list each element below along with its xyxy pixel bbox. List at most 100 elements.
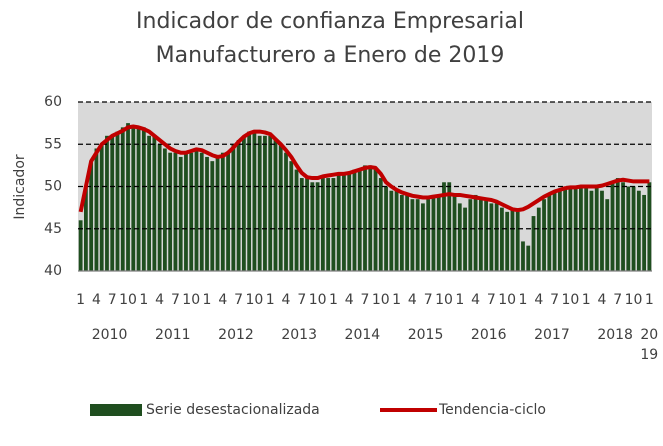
bar	[226, 152, 230, 271]
bar	[184, 152, 188, 271]
x-tick-label: 7	[487, 292, 496, 308]
bar	[421, 203, 425, 271]
x-tick-label: 7	[361, 292, 370, 308]
bar	[647, 182, 652, 271]
bar	[447, 182, 452, 271]
chart-title: Indicador de confianza Empresarial	[136, 9, 524, 34]
bar	[231, 144, 236, 271]
bar	[500, 207, 504, 271]
bar	[394, 190, 399, 271]
x-tick-label: 4	[534, 292, 543, 308]
bar	[299, 178, 304, 271]
year-label: 2016	[471, 327, 507, 343]
x-tick-label: 1	[519, 292, 528, 308]
legend-swatch	[90, 404, 142, 416]
bar	[610, 182, 615, 271]
bar	[257, 135, 262, 271]
bar	[120, 127, 125, 271]
bar	[247, 131, 252, 271]
bar	[552, 190, 557, 271]
bar	[178, 156, 183, 271]
bar	[252, 131, 257, 271]
x-tick-label: 1	[139, 292, 148, 308]
x-tick-label: 4	[92, 292, 101, 308]
bar	[536, 207, 541, 271]
x-tick-label: 7	[297, 292, 306, 308]
year-label: 2014	[345, 327, 381, 343]
year-label: 2017	[534, 327, 570, 343]
bar	[89, 161, 94, 271]
y-tick-label: 40	[44, 263, 62, 279]
bar	[478, 199, 483, 271]
bar	[505, 211, 510, 271]
x-tick-label: 4	[345, 292, 354, 308]
bar	[105, 135, 109, 271]
x-tick-label: 4	[598, 292, 607, 308]
y-tick-label: 50	[44, 179, 62, 195]
bar	[115, 131, 120, 271]
x-tick-label: 7	[234, 292, 243, 308]
x-tick-label: 7	[424, 292, 433, 308]
bar	[389, 190, 394, 271]
bar	[99, 144, 104, 271]
bar	[78, 220, 83, 271]
x-tick-label: 7	[613, 292, 622, 308]
bar	[305, 178, 309, 271]
x-tick-label: 4	[282, 292, 291, 308]
bar	[320, 178, 325, 271]
bar	[347, 173, 352, 271]
bar	[310, 182, 315, 271]
x-tick-label: 4	[471, 292, 480, 308]
bar	[621, 182, 625, 271]
bar	[326, 178, 331, 271]
x-tick-label: 10	[498, 292, 516, 308]
y-tick-label: 45	[44, 221, 62, 237]
bar	[189, 152, 194, 271]
bar	[168, 152, 173, 271]
bar	[173, 152, 178, 271]
bar	[336, 173, 341, 271]
bar	[363, 165, 367, 271]
x-tick-label: 10	[182, 292, 200, 308]
bar	[457, 203, 462, 271]
bar	[626, 186, 631, 271]
bar	[147, 135, 151, 271]
bar	[426, 199, 431, 271]
bar	[162, 148, 167, 271]
bar	[352, 169, 357, 271]
bar	[542, 199, 546, 271]
bar	[510, 207, 515, 271]
bar	[126, 123, 130, 271]
bar	[294, 169, 299, 271]
bar	[141, 127, 146, 271]
x-tick-label: 10	[625, 292, 643, 308]
bar	[484, 199, 489, 271]
bar	[268, 135, 273, 271]
bar	[399, 194, 404, 271]
bar	[84, 186, 88, 271]
bar	[636, 190, 641, 271]
bar	[152, 135, 157, 271]
bar	[579, 186, 583, 271]
bar	[210, 161, 215, 271]
x-tick-label: 1	[645, 292, 654, 308]
bar	[468, 199, 473, 271]
bar	[431, 194, 436, 271]
x-tick-label: 4	[155, 292, 164, 308]
year-label: 2018	[597, 327, 633, 343]
x-tick-label: 1	[266, 292, 275, 308]
bar	[194, 148, 199, 271]
bar	[415, 199, 420, 271]
bar	[205, 156, 209, 271]
bar	[342, 173, 346, 271]
x-tick-label: 7	[108, 292, 117, 308]
bar	[236, 140, 241, 271]
bar	[547, 194, 552, 271]
bar	[526, 245, 531, 271]
x-tick-label: 10	[245, 292, 263, 308]
bar	[131, 127, 136, 271]
legend-label: Serie desestacionalizada	[146, 402, 320, 418]
x-tick-label: 1	[582, 292, 591, 308]
bar	[452, 194, 457, 271]
